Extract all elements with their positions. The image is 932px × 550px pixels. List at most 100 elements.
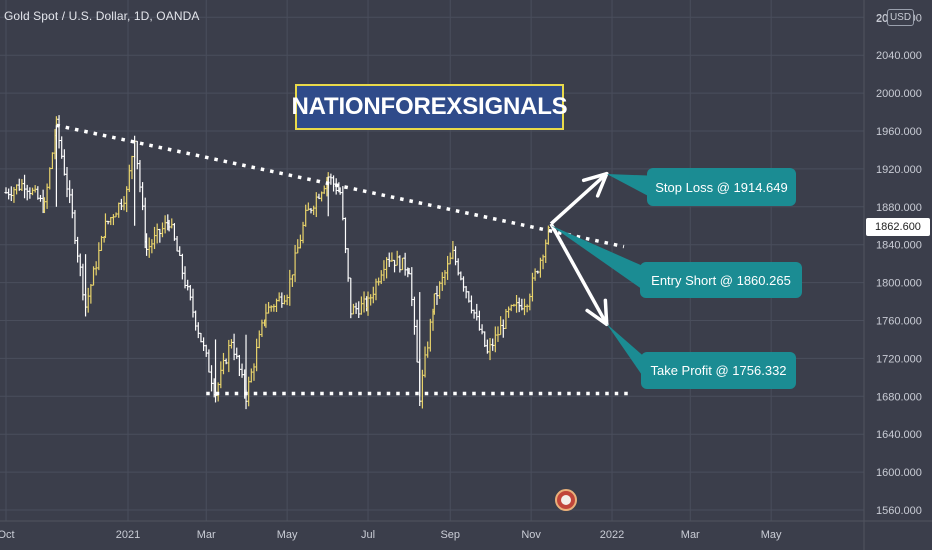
ohlc-bar: [232, 333, 236, 361]
ohlc-bar: [395, 250, 399, 266]
ohlc-bar: [78, 253, 82, 277]
y-tick-label: 2040.000: [876, 50, 922, 62]
y-tick-label: 1640.000: [876, 429, 922, 441]
arrow-shaft: [549, 223, 609, 326]
ohlc-bar: [219, 361, 223, 389]
ohlc-bar: [178, 246, 182, 257]
take-profit-callout[interactable]: Take Profit @ 1756.332: [641, 352, 796, 389]
ohlc-bar: [438, 281, 442, 299]
ohlc-bar: [160, 222, 165, 238]
ohlc-bar: [296, 239, 300, 254]
ohlc-bar: [293, 244, 297, 282]
ohlc-bar: [249, 368, 253, 383]
ohlc-bar: [266, 302, 271, 314]
ohlc-bar: [111, 214, 116, 226]
ohlc-bar: [199, 332, 203, 343]
ohlc-bar: [33, 185, 37, 193]
ohlc-bar: [170, 218, 174, 229]
x-tick-label: Mar: [197, 529, 216, 541]
x-tick-label: May: [761, 529, 782, 541]
ohlc-bar: [322, 185, 326, 194]
ohlc-bar: [415, 319, 419, 363]
ohlc-bar: [28, 187, 32, 199]
x-tick-label: 2022: [600, 529, 624, 541]
ohlc-bar: [68, 180, 72, 204]
ohlc-bar: [304, 204, 308, 227]
ohlc-bar: [240, 363, 244, 378]
x-tick-label: Jul: [361, 529, 375, 541]
brand-banner: NATIONFOREXSIGNALS: [292, 84, 568, 130]
ohlc-bar: [25, 184, 29, 201]
x-tick-label: Oct: [0, 529, 15, 541]
x-tick-label: Nov: [521, 529, 541, 541]
ohlc-bar: [158, 228, 162, 243]
symbol-title: Gold Spot / U.S. Dollar, 1D, OANDA: [4, 9, 200, 23]
ohlc-bar: [15, 184, 19, 195]
ohlc-bar: [357, 301, 361, 319]
ohlc-bar: [514, 294, 519, 313]
currency-selector[interactable]: USD: [887, 9, 914, 26]
entry-pointer: [551, 225, 652, 292]
ohlc-bar: [290, 274, 295, 287]
ohlc-bar: [351, 303, 356, 315]
logo-inner-icon: [561, 495, 571, 505]
stop-loss-label: Stop Loss @ 1914.649: [655, 179, 788, 195]
ohlc-bar: [472, 309, 476, 319]
ohlc-bar: [196, 322, 200, 339]
stop-loss-pointer: [606, 173, 660, 198]
y-tick-label: 1600.000: [876, 467, 922, 479]
ohlc-bar: [475, 303, 479, 321]
ohlc-bar: [480, 324, 484, 335]
ohlc-bar: [204, 344, 208, 357]
ohlc-bar: [30, 187, 35, 196]
ohlc-bar: [119, 198, 123, 210]
ohlc-bar: [229, 339, 234, 349]
ohlc-bar: [147, 237, 151, 258]
ohlc-bar: [329, 173, 333, 185]
ohlc-bar: [517, 297, 521, 313]
arrow-head: [603, 298, 609, 327]
ohlc-bar: [155, 223, 159, 244]
ohlc-bar: [272, 304, 276, 312]
ohlc-bar: [493, 326, 497, 353]
x-tick-label: Mar: [681, 529, 700, 541]
arrow-head: [585, 308, 609, 327]
ohlc-bar: [488, 337, 492, 361]
ohlc-bar: [50, 152, 55, 170]
ohlc-bar: [60, 136, 64, 159]
ohlc-bar: [445, 255, 450, 280]
entry-short-callout[interactable]: Entry Short @ 1860.265: [640, 262, 802, 298]
x-tick-label: Sep: [440, 529, 460, 541]
ohlc-bar: [70, 188, 74, 219]
take-profit-label: Take Profit @ 1756.332: [650, 363, 787, 378]
ohlc-bar: [207, 349, 211, 373]
y-tick-label: 1760.000: [876, 316, 922, 328]
ohlc-bar: [76, 236, 80, 263]
ohlc-bar: [175, 235, 179, 252]
ohlc-bar: [260, 319, 264, 337]
y-tick-label: 1560.000: [876, 505, 922, 517]
ohlc-bar: [371, 286, 375, 304]
time-axis: Oct 2021 Mar May Jul Sep Nov 2022 Mar May: [0, 520, 932, 541]
tradingview-logo-icon[interactable]: [555, 489, 577, 511]
arrow-head: [595, 171, 609, 198]
ohlc-bar: [341, 186, 345, 221]
ohlc-bar: [255, 338, 259, 372]
x-tick-label: May: [277, 529, 298, 541]
ohlc-bar: [109, 217, 113, 226]
stop-loss-callout[interactable]: Stop Loss @ 1914.649: [647, 168, 796, 206]
ohlc-bar: [423, 346, 427, 378]
ohlc-bar: [117, 202, 121, 218]
last-price-tag: 1862.600: [866, 218, 930, 236]
ohlc-bar: [432, 293, 436, 315]
ohlc-bar: [257, 330, 261, 349]
ohlc-bar: [186, 279, 190, 291]
ohlc-bar: [99, 235, 104, 251]
chart-grid: [0, 0, 864, 521]
entry-short-label: Entry Short @ 1860.265: [651, 272, 791, 288]
ohlc-bar: [86, 287, 90, 313]
arrow-head: [581, 171, 609, 183]
take-profit-pointer: [606, 323, 648, 378]
ohlc-bar: [410, 267, 414, 307]
